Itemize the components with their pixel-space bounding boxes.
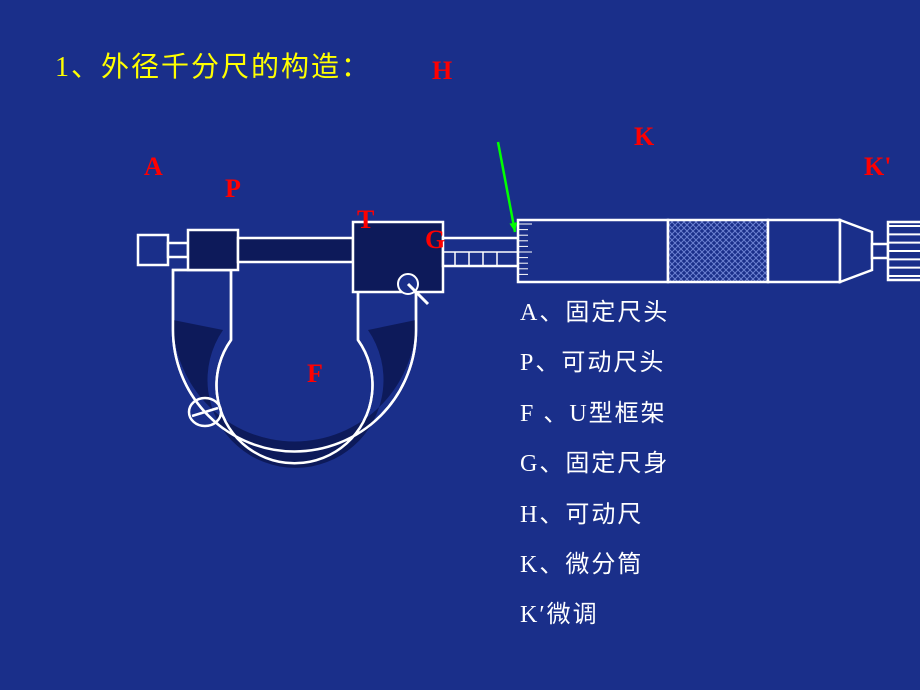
legend-item: P、可动尺头 xyxy=(520,338,669,388)
label-P: P xyxy=(225,174,241,204)
label-G: G xyxy=(425,225,445,255)
legend-item: A、固定尺头 xyxy=(520,288,669,338)
label-F: F xyxy=(307,359,323,389)
diagram-svg xyxy=(60,60,920,480)
label-T: T xyxy=(357,205,374,235)
legend-item: K、微分筒 xyxy=(520,540,669,590)
micrometer-diagram xyxy=(60,60,900,430)
label-H: H xyxy=(432,56,452,86)
legend-item: F 、U型框架 xyxy=(520,389,669,439)
legend-item: G、固定尺身 xyxy=(520,439,669,489)
legend: A、固定尺头 P、可动尺头 F 、U型框架 G、固定尺身 H、可动尺 K、微分筒… xyxy=(520,288,669,641)
legend-item: K′微调 xyxy=(520,590,669,640)
label-A: A xyxy=(144,152,163,182)
label-Kprime: K' xyxy=(864,152,891,182)
label-K: K xyxy=(634,122,654,152)
legend-item: H、可动尺 xyxy=(520,490,669,540)
